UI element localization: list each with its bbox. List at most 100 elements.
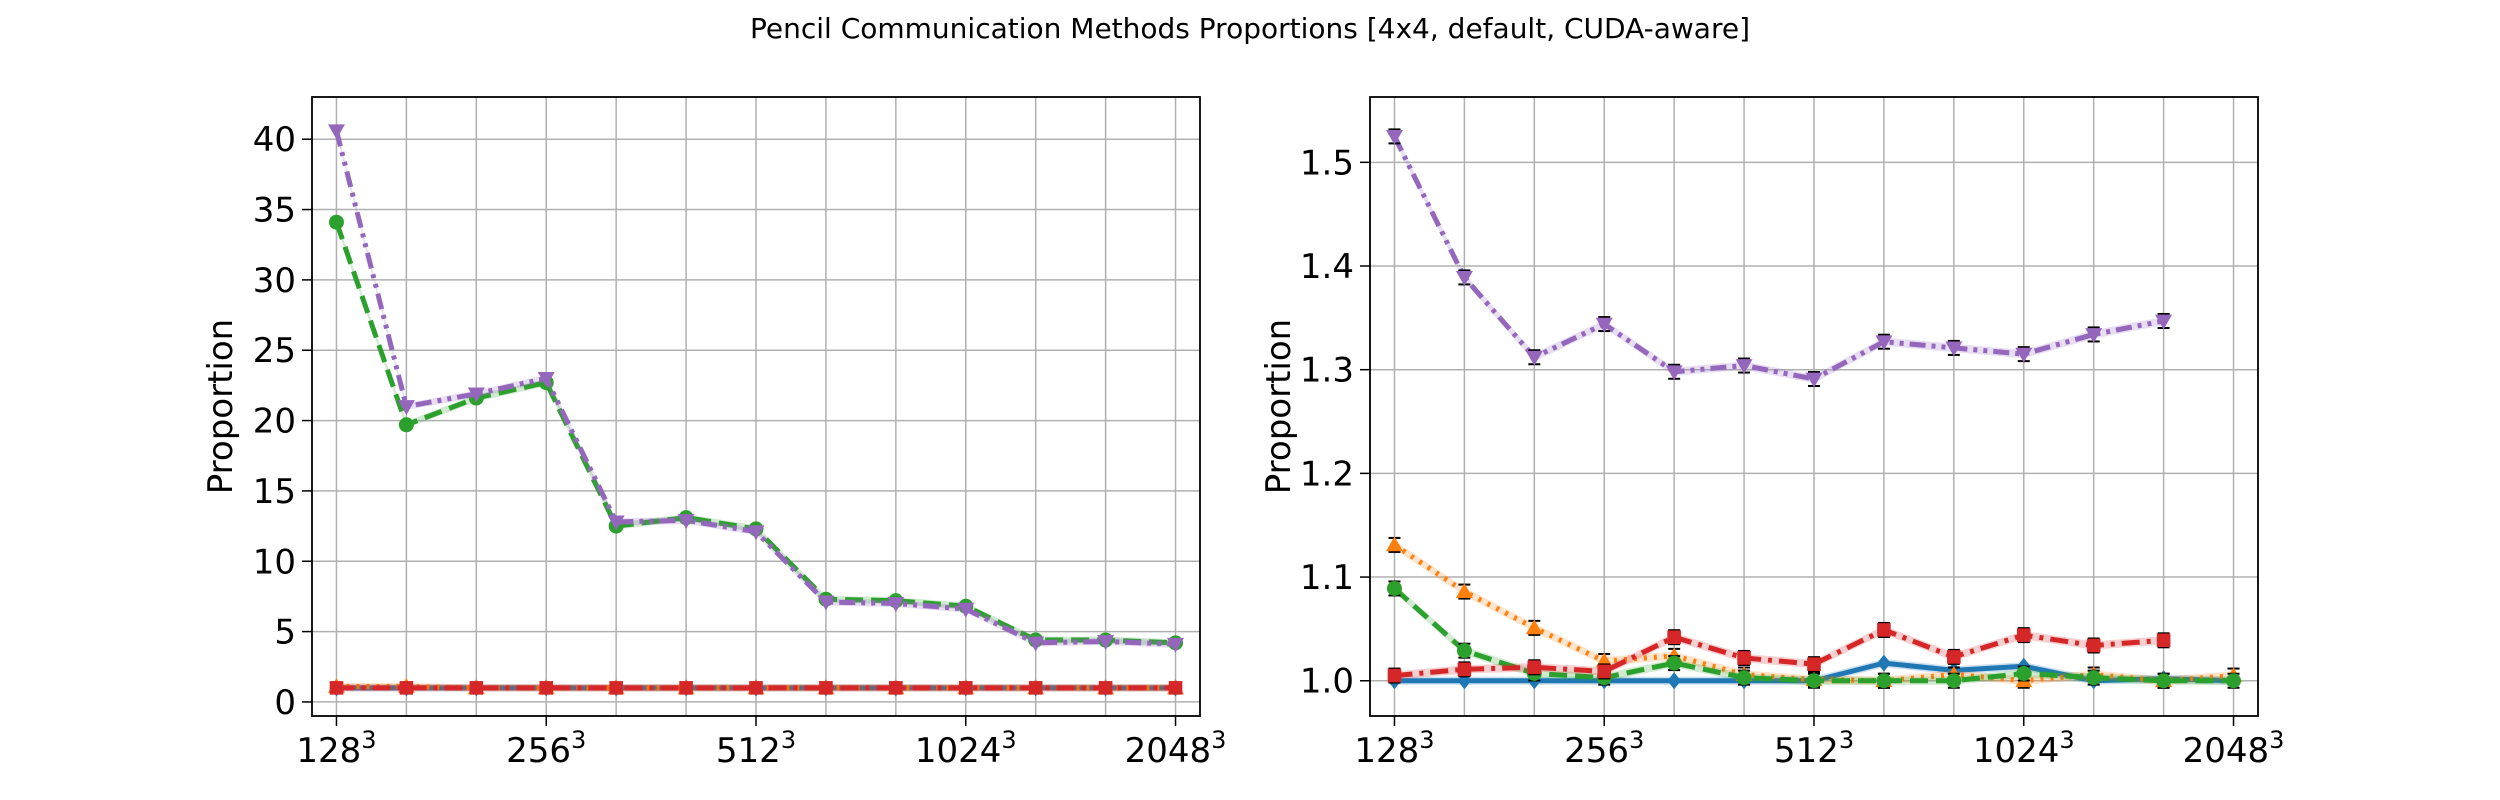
series-point: [2015, 347, 2033, 363]
series-point: [1665, 365, 1683, 381]
series-point: [1946, 673, 1962, 689]
y-tick-label: 40: [253, 120, 296, 160]
series-point: [1735, 359, 1753, 375]
x-tick-label: 2563: [1564, 726, 1644, 771]
figure-title: Pencil Communication Methods Proportions…: [749, 12, 1751, 45]
series-point: [1875, 335, 1893, 351]
y-tick-label: 1.3: [1300, 351, 1354, 391]
series-point: [1876, 673, 1892, 689]
x-tick-label: 1283: [296, 726, 376, 771]
series-point: [2086, 638, 2101, 653]
y-tick-label: 1.4: [1300, 247, 1354, 287]
y-tick-label: 1.5: [1300, 143, 1354, 183]
left-chart-panel: 0 5 10 15 20 25 30 35 40 1283 2563 5123 10243 20483 Pr…: [201, 96, 1227, 771]
series-point: [1027, 636, 1045, 652]
y-tick-label: 25: [253, 331, 296, 371]
series-point: [1527, 660, 1542, 675]
y-tick-label: 10: [253, 542, 296, 582]
series-point: [747, 525, 765, 541]
y-tick-label: 35: [253, 191, 296, 231]
x-tick-label: 20483: [1125, 726, 1227, 771]
series-point: [2016, 665, 2032, 681]
series-point: [1595, 317, 1613, 333]
series-point: [2156, 633, 2171, 648]
series-point: [1877, 654, 1891, 672]
plot-frame: [311, 96, 1201, 717]
y-tick-label: 15: [253, 472, 296, 512]
series-point: [1737, 651, 1751, 665]
series-point: [2086, 670, 2102, 686]
x-tick-label: 5123: [1774, 726, 1854, 771]
series-point: [1097, 635, 1115, 650]
series-point: [2085, 328, 2103, 343]
series-point: [1028, 681, 1043, 695]
y-tick-label: 5: [274, 613, 296, 653]
series-line: [1392, 135, 2165, 382]
series-point: [958, 681, 973, 695]
series-point: [1736, 670, 1752, 686]
series-point: [537, 371, 555, 387]
y-tick-label: 1.0: [1300, 662, 1354, 702]
series-point: [1945, 341, 1963, 357]
x-tick-label: 5123: [716, 726, 796, 771]
series-point: [1098, 681, 1113, 695]
series-point: [398, 417, 414, 433]
series-point: [327, 124, 345, 140]
series-point: [1667, 630, 1681, 644]
right-chart-panel: 1.0 1.1 1.2 1.3 1.4 1.5 1283 2563 5123 10243 20483…: [1259, 96, 2285, 771]
series-point: [2156, 673, 2172, 689]
series-point: [1667, 672, 1681, 690]
y-tick-label: 20: [253, 402, 296, 442]
plot-frame: [1369, 96, 2259, 717]
series-point: [2016, 628, 2031, 642]
series-point: [1386, 580, 1402, 596]
x-tick-label: 10243: [1973, 726, 2075, 771]
y-tick-label: 0: [274, 683, 296, 723]
series-point: [469, 681, 484, 695]
series-point: [1455, 583, 1473, 598]
series-point: [1947, 650, 1961, 664]
y-tick-label: 30: [253, 261, 296, 301]
series-point: [1805, 372, 1823, 388]
series-point: [677, 514, 695, 529]
series-point: [609, 681, 623, 695]
series-point: [539, 681, 554, 695]
series-point: [1525, 619, 1543, 635]
series-point: [467, 387, 485, 403]
series-point: [1807, 657, 1821, 671]
series-point: [817, 595, 835, 611]
series-point: [1456, 643, 1472, 659]
x-tick-label: 20483: [2183, 726, 2285, 771]
series-point: [1877, 623, 1891, 637]
series-point: [397, 400, 415, 415]
series-point: [679, 681, 693, 695]
series-point: [328, 214, 344, 230]
series-point: [2226, 673, 2242, 689]
series-point: [957, 602, 975, 618]
series-point: [1457, 662, 1472, 677]
series-point: [749, 681, 763, 695]
series-point: [1525, 350, 1543, 366]
series-point: [889, 681, 903, 695]
series-point: [607, 515, 625, 531]
series-point: [1387, 668, 1402, 683]
x-tick-label: 2563: [506, 726, 586, 771]
x-tick-label: 1283: [1354, 726, 1434, 771]
y-tick-label: 1.1: [1300, 558, 1354, 598]
y-tick-label: 1.2: [1300, 454, 1354, 494]
series-point: [1666, 655, 1682, 671]
x-tick-label: 10243: [915, 726, 1017, 771]
series-point: [1455, 271, 1473, 286]
series-point: [329, 681, 344, 695]
series-point: [1167, 637, 1185, 653]
series-point: [1168, 681, 1183, 695]
series-point: [399, 681, 414, 695]
series-line: [1394, 627, 2164, 679]
series-point: [819, 681, 833, 695]
series-point: [1385, 130, 1403, 145]
series-point: [2155, 314, 2173, 330]
series-point: [1597, 664, 1612, 679]
series-point: [1385, 536, 1403, 552]
series-point: [887, 597, 905, 612]
